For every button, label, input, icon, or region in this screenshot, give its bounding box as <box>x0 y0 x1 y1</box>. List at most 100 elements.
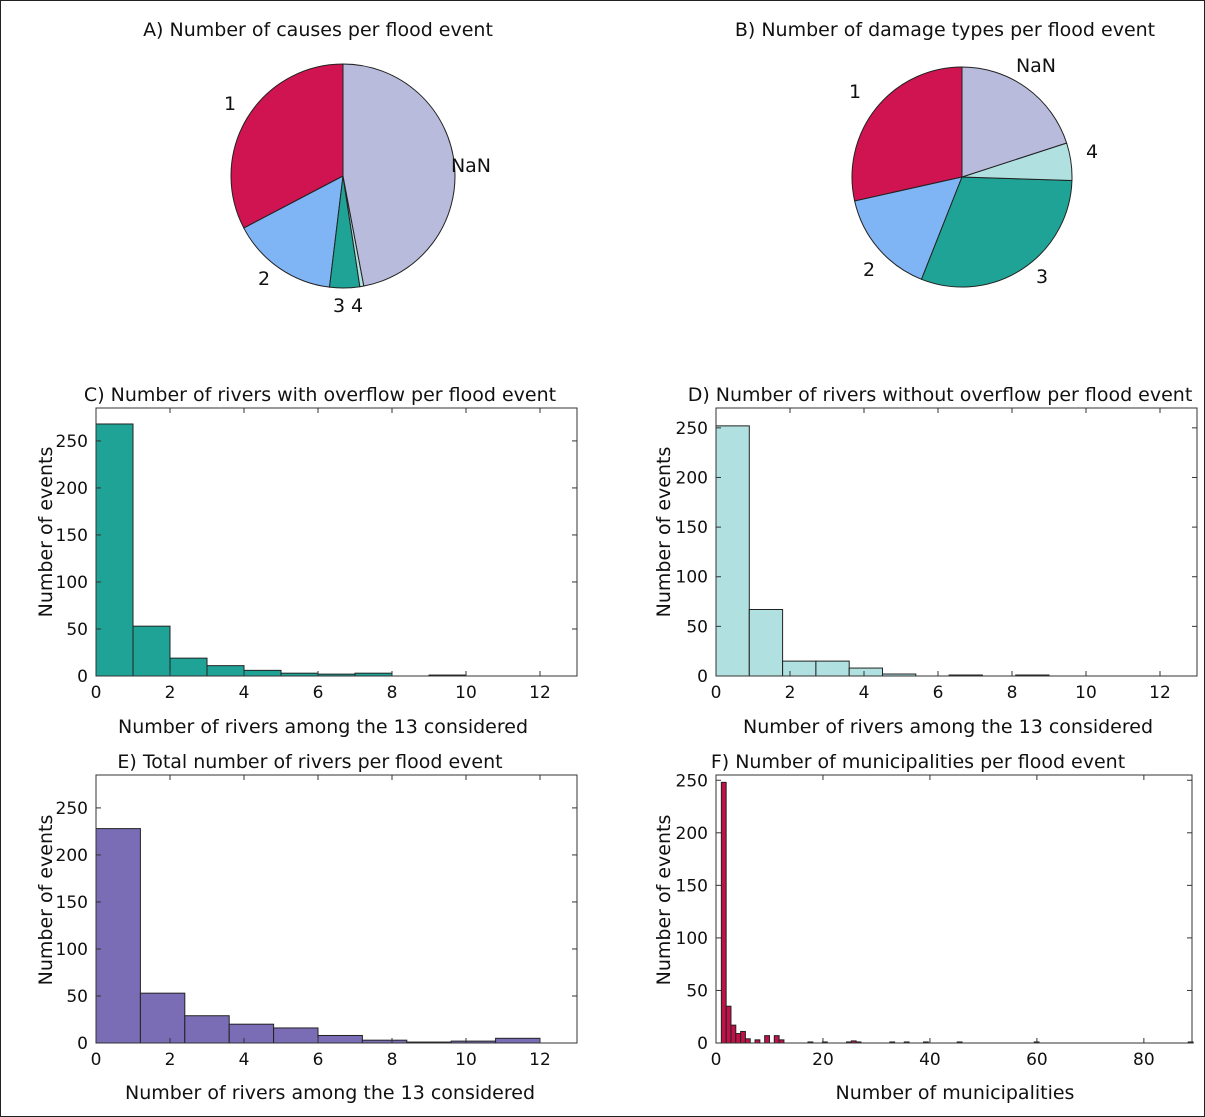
pie-slices <box>851 66 1073 288</box>
x-axis-label: Number of rivers among the 13 considered <box>125 1082 535 1104</box>
pie-chart-causes: A) Number of causes per flood event 1 2 3 4… <box>143 19 493 317</box>
histogram-bar <box>317 1034 363 1044</box>
x-tick-label: 2 <box>165 683 176 703</box>
histogram-bar <box>228 1023 275 1044</box>
x-ticks: 0 20 40 60 80 <box>711 775 1155 1070</box>
x-tick-label: 10 <box>455 683 477 703</box>
x-ticks: 0 2 4 6 8 10 12 <box>711 408 1171 703</box>
x-tick-label: 12 <box>529 1050 551 1070</box>
axes-box <box>715 774 1193 1044</box>
chart-title: C) Number of rivers with overflow per fl… <box>84 384 556 406</box>
y-tick-label: 150 <box>56 526 88 546</box>
x-tick-label: 0 <box>711 683 722 703</box>
histogram-bar <box>773 1035 780 1044</box>
y-tick-label: 200 <box>56 846 88 866</box>
histogram-bar <box>848 667 884 677</box>
chart-title: D) Number of rivers without overflow per… <box>688 384 1193 406</box>
y-tick-label: 150 <box>676 876 708 896</box>
x-tick-label: 0 <box>91 1050 102 1070</box>
plot-area: 0 2 4 6 8 10 12 0 50 100 150 200 250 <box>56 774 578 1070</box>
x-tick-label: 40 <box>919 1050 941 1070</box>
y-tick-label: 100 <box>56 940 88 960</box>
pie-slice-3 <box>920 176 1073 288</box>
y-tick-label: 0 <box>697 1034 708 1054</box>
histogram-bar <box>95 828 141 1044</box>
x-tick-label: 12 <box>1149 683 1171 703</box>
y-ticks: 0 50 100 150 200 250 <box>56 432 577 687</box>
pie-slice-2 <box>854 176 963 280</box>
pie-label-1: 1 <box>849 81 861 103</box>
y-axis-label: Number of events <box>653 447 675 618</box>
y-tick-label: 50 <box>686 617 708 637</box>
y-tick-label: 150 <box>676 518 708 538</box>
y-tick-label: 50 <box>686 981 708 1001</box>
histogram-municipalities: F) Number of municipalities per flood ev… <box>653 751 1194 1104</box>
histogram-bar <box>206 665 245 677</box>
x-tick-label: 2 <box>785 683 796 703</box>
x-tick-label: 20 <box>812 1050 834 1070</box>
x-axis-label: Number of rivers among the 13 considered <box>118 716 528 738</box>
x-tick-label: 10 <box>455 1050 477 1070</box>
histogram-bar <box>139 992 186 1044</box>
plot-area: 0 20 40 60 80 0 50 100 150 200 250 <box>676 771 1194 1070</box>
histogram-bar <box>495 1037 541 1044</box>
y-tick-label: 250 <box>676 419 708 439</box>
y-tick-label: 0 <box>77 667 88 687</box>
chart-title: A) Number of causes per flood event <box>143 19 493 41</box>
pie-label-3: 3 <box>1036 266 1048 288</box>
x-ticks: 0 2 4 6 8 10 12 <box>91 775 551 1070</box>
axes-box <box>95 774 578 1044</box>
x-axis-label: Number of rivers among the 13 considered <box>743 716 1153 738</box>
pie-slices <box>230 63 456 289</box>
x-tick-label: 6 <box>933 683 944 703</box>
plot-area: 0 2 4 6 8 10 12 0 50 100 150 200 250 <box>676 407 1198 703</box>
pie-label-nan: NaN <box>451 155 491 177</box>
chart-title: E) Total number of rivers per flood even… <box>117 751 502 773</box>
pie-label-2: 2 <box>863 259 875 281</box>
pie-label-nan: NaN <box>1016 55 1056 77</box>
y-axis-label: Number of events <box>35 815 57 986</box>
x-tick-label: 8 <box>1007 683 1018 703</box>
x-tick-label: 12 <box>529 683 551 703</box>
y-tick-label: 100 <box>676 568 708 588</box>
y-ticks: 0 50 100 150 200 250 <box>676 771 1192 1054</box>
histogram-rivers-with-overflow: C) Number of rivers with overflow per fl… <box>35 384 578 738</box>
x-tick-label: 6 <box>313 1050 324 1070</box>
y-tick-label: 200 <box>676 468 708 488</box>
x-tick-label: 10 <box>1075 683 1097 703</box>
axes-box <box>715 407 1198 677</box>
histogram-rivers-without-overflow: D) Number of rivers without overflow per… <box>653 384 1198 738</box>
x-tick-label: 2 <box>165 1050 176 1070</box>
x-axis-label: Number of municipalities <box>836 1082 1075 1104</box>
x-tick-label: 60 <box>1026 1050 1048 1070</box>
pie-label-1: 1 <box>224 93 236 115</box>
histogram-bar <box>720 781 727 1044</box>
histogram-bar <box>243 669 282 677</box>
y-tick-label: 250 <box>56 799 88 819</box>
y-tick-label: 50 <box>66 987 88 1007</box>
pie-slice-nan <box>342 63 456 287</box>
pie-label-4: 4 <box>351 295 363 317</box>
y-tick-label: 200 <box>56 479 88 499</box>
x-tick-label: 4 <box>239 683 250 703</box>
x-ticks: 0 2 4 6 8 10 12 <box>91 408 551 703</box>
y-tick-label: 150 <box>56 893 88 913</box>
histogram-bar <box>725 1005 732 1044</box>
histogram-bar <box>730 1024 737 1044</box>
x-tick-label: 4 <box>239 1050 250 1070</box>
plot-area: 0 2 4 6 8 10 12 0 50 100 150 200 250 <box>56 407 578 703</box>
chart-title: F) Number of municipalities per flood ev… <box>711 751 1125 773</box>
histogram-bar <box>740 1030 746 1044</box>
x-tick-label: 8 <box>387 1050 398 1070</box>
x-tick-label: 4 <box>859 683 870 703</box>
y-tick-label: 0 <box>77 1034 88 1054</box>
pie-slice-1 <box>851 66 963 202</box>
pie-slice-nan <box>961 66 1068 178</box>
chart-title: B) Number of damage types per flood even… <box>735 19 1155 41</box>
x-tick-label: 8 <box>387 683 398 703</box>
y-tick-label: 100 <box>676 929 708 949</box>
histogram-bar <box>169 657 208 677</box>
histogram-bar <box>735 1033 742 1044</box>
pie-slice-1 <box>230 63 344 229</box>
